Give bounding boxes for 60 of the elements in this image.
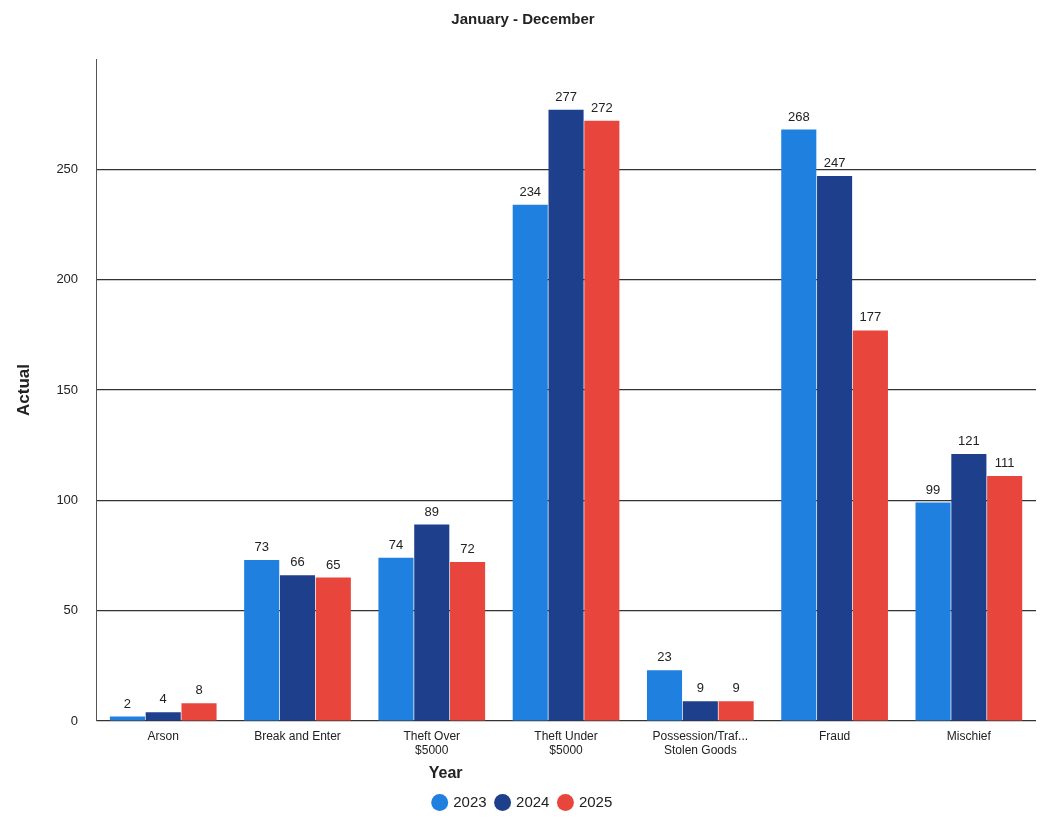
data-label: 234 — [519, 183, 542, 199]
legend-label: 2023 — [453, 792, 487, 810]
y-tick-label: 250 — [56, 160, 79, 176]
data-label: 4 — [159, 691, 167, 707]
y-tick-label: 200 — [56, 271, 79, 287]
legend-label: 2025 — [578, 792, 613, 810]
bar — [718, 701, 754, 721]
x-tick-label: Arson — [147, 728, 179, 743]
legend-title: Year — [428, 764, 463, 782]
x-tick-label: Mischief — [946, 728, 992, 743]
data-label: 89 — [424, 503, 440, 519]
data-label: 268 — [787, 108, 810, 124]
bar — [584, 120, 620, 721]
data-label: 277 — [555, 88, 577, 104]
data-label: 99 — [925, 481, 941, 497]
bar — [145, 712, 181, 721]
chart-title: January - December — [451, 10, 595, 28]
data-label: 111 — [994, 455, 1015, 471]
bar — [181, 703, 217, 721]
data-label: 2 — [123, 695, 132, 711]
bar — [548, 109, 584, 721]
bar — [817, 175, 853, 721]
y-tick-label: 150 — [56, 381, 79, 397]
data-label: 272 — [591, 99, 613, 115]
data-label: 121 — [958, 433, 980, 449]
x-tick-label: Theft Under $5000 — [534, 728, 598, 757]
x-tick-label: Possession/Traf... Stolen Goods — [652, 728, 749, 757]
y-tick-label: 0 — [70, 712, 79, 728]
data-label: 9 — [696, 680, 704, 696]
bar — [244, 559, 280, 721]
data-label: 177 — [859, 309, 882, 325]
legend-label: 2024 — [516, 792, 550, 810]
data-label: 65 — [326, 556, 341, 572]
bar — [951, 453, 987, 721]
data-label: 74 — [388, 536, 404, 552]
bar — [852, 330, 888, 721]
x-tick-label: Break and Enter — [254, 728, 341, 743]
data-label: 8 — [195, 682, 203, 698]
y-tick-label: 50 — [63, 602, 79, 618]
bar — [414, 524, 450, 721]
bar — [646, 670, 683, 721]
data-label: 66 — [290, 554, 305, 570]
data-label: 23 — [657, 649, 672, 665]
y-axis-title: Actual — [13, 364, 33, 416]
bar — [512, 204, 548, 721]
bar — [315, 577, 351, 721]
bar — [915, 502, 951, 721]
bar — [682, 701, 718, 721]
bar — [450, 562, 486, 721]
bar — [781, 129, 817, 721]
data-label: 72 — [460, 541, 475, 557]
data-label: 247 — [823, 155, 846, 171]
x-tick-label: Fraud — [818, 728, 851, 743]
data-label: 9 — [732, 680, 740, 696]
data-label: 73 — [254, 538, 269, 554]
bar — [378, 557, 414, 721]
bar — [279, 575, 316, 721]
y-tick-label: 100 — [56, 491, 79, 507]
bar — [987, 476, 1023, 721]
x-tick-label: Theft Over $5000 — [403, 728, 461, 757]
